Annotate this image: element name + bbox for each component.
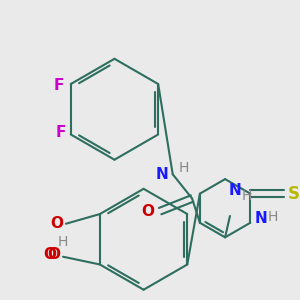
Text: H: H: [268, 210, 278, 224]
Text: H: H: [58, 236, 68, 249]
Text: O: O: [47, 247, 60, 262]
Text: F: F: [54, 79, 64, 94]
Text: N: N: [229, 183, 242, 198]
Text: O: O: [141, 204, 154, 219]
Text: H: H: [178, 161, 189, 176]
Text: O: O: [50, 216, 63, 231]
Text: S: S: [288, 185, 300, 203]
Text: F: F: [56, 125, 66, 140]
Text: H: H: [242, 189, 252, 203]
Text: N: N: [156, 167, 169, 182]
Text: O: O: [43, 247, 56, 262]
Text: N: N: [254, 212, 267, 226]
